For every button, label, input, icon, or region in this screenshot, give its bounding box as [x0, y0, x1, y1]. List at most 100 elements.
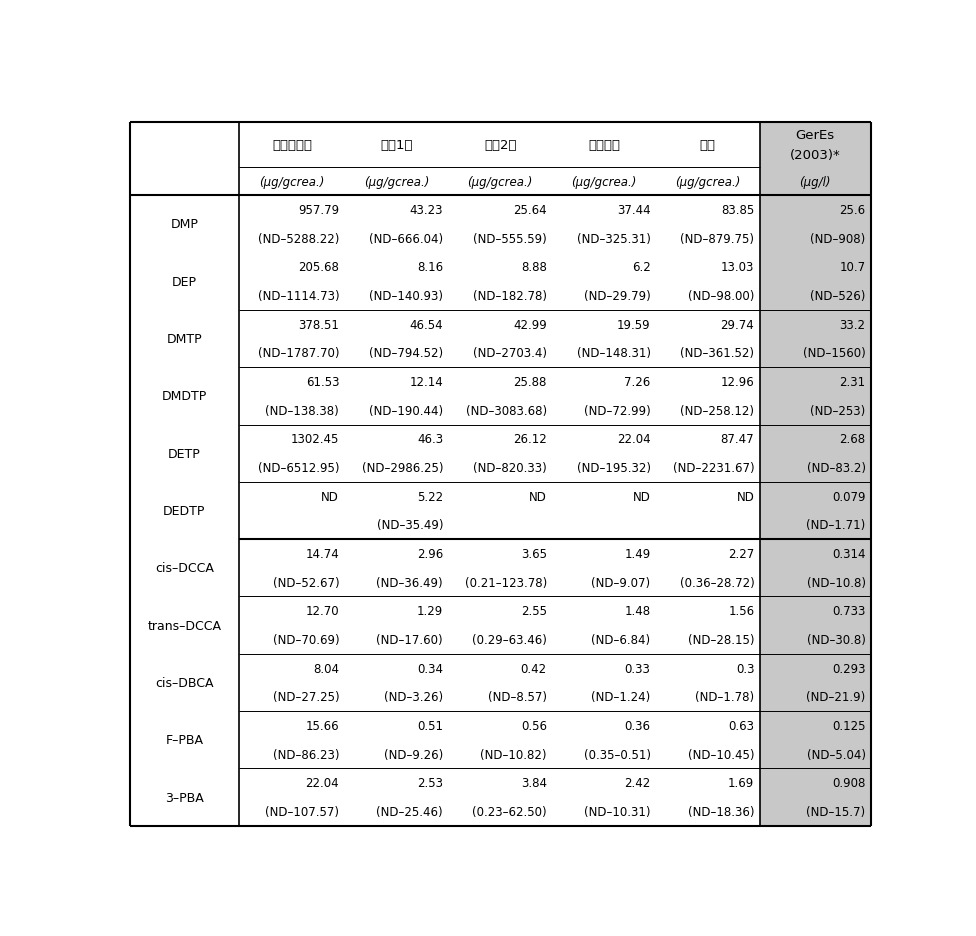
Bar — [130, 511, 239, 539]
Bar — [345, 197, 448, 225]
Text: DEP: DEP — [172, 275, 197, 288]
Bar — [448, 282, 552, 311]
Bar — [552, 539, 656, 568]
Text: 2.27: 2.27 — [728, 548, 754, 561]
Bar — [130, 654, 239, 682]
Bar — [345, 282, 448, 311]
Bar — [759, 254, 871, 282]
Bar — [552, 397, 656, 425]
Bar — [130, 425, 239, 454]
Text: (0.35–0.51): (0.35–0.51) — [584, 748, 651, 761]
Text: cis–DCCA: cis–DCCA — [155, 562, 214, 575]
Bar — [130, 482, 239, 511]
Bar — [239, 397, 345, 425]
Bar — [552, 654, 656, 682]
Bar — [656, 568, 759, 597]
Text: (ND–10.8): (ND–10.8) — [806, 576, 866, 589]
Text: (ND–15.7): (ND–15.7) — [806, 805, 866, 818]
Bar — [656, 740, 759, 768]
Bar — [239, 597, 345, 625]
Bar — [130, 282, 239, 311]
Text: 26.12: 26.12 — [513, 433, 547, 446]
Text: 25.64: 25.64 — [513, 204, 547, 217]
Bar — [448, 711, 552, 740]
Text: 1.48: 1.48 — [625, 605, 651, 618]
Bar — [656, 425, 759, 454]
Text: cis–DBCA: cis–DBCA — [155, 676, 214, 689]
Bar — [759, 682, 871, 711]
Bar — [759, 740, 871, 768]
Text: 7.26: 7.26 — [625, 375, 651, 388]
Text: (ND–21.9): (ND–21.9) — [806, 691, 866, 704]
Text: 22.04: 22.04 — [305, 776, 340, 789]
Bar — [448, 482, 552, 511]
Bar — [345, 597, 448, 625]
Bar — [656, 597, 759, 625]
Text: (μg/gcrea.): (μg/gcrea.) — [364, 175, 429, 188]
Text: (ND–98.00): (ND–98.00) — [688, 290, 754, 302]
Text: DMP: DMP — [171, 218, 198, 231]
Bar — [759, 797, 871, 826]
Text: 87.47: 87.47 — [720, 433, 754, 446]
Text: (ND–2703.4): (ND–2703.4) — [472, 347, 547, 360]
Text: (ND–28.15): (ND–28.15) — [688, 634, 754, 646]
Bar — [130, 768, 239, 797]
Text: DMDTP: DMDTP — [162, 390, 207, 403]
Bar — [656, 197, 759, 225]
Bar — [130, 368, 239, 397]
Bar — [448, 539, 552, 568]
Text: (ND–86.23): (ND–86.23) — [272, 748, 340, 761]
Text: 37.44: 37.44 — [617, 204, 651, 217]
Bar — [130, 568, 239, 597]
Bar — [448, 425, 552, 454]
Bar — [130, 682, 239, 711]
Text: (ND–2986.25): (ND–2986.25) — [361, 461, 443, 475]
Bar — [239, 682, 345, 711]
Bar — [239, 454, 345, 482]
Bar — [239, 254, 345, 282]
Bar — [448, 654, 552, 682]
Bar — [759, 654, 871, 682]
Text: 일밠2차: 일밠2차 — [484, 139, 516, 152]
Bar — [448, 511, 552, 539]
Bar — [448, 625, 552, 654]
Text: 13.03: 13.03 — [721, 261, 754, 274]
Text: 43.23: 43.23 — [410, 204, 443, 217]
Text: 46.54: 46.54 — [409, 318, 443, 331]
Bar — [656, 397, 759, 425]
Text: 2.55: 2.55 — [521, 605, 547, 618]
Bar — [345, 311, 448, 339]
Text: (ND–29.79): (ND–29.79) — [584, 290, 651, 302]
Text: (ND–30.8): (ND–30.8) — [807, 634, 866, 646]
Bar — [656, 711, 759, 740]
Bar — [759, 197, 871, 225]
Text: 0.34: 0.34 — [417, 662, 443, 675]
Bar — [130, 254, 239, 282]
Text: (μg/gcrea.): (μg/gcrea.) — [260, 175, 325, 188]
Text: (ND–140.93): (ND–140.93) — [369, 290, 443, 302]
Bar — [552, 168, 656, 197]
Bar — [345, 454, 448, 482]
Bar — [448, 768, 552, 797]
Bar — [448, 124, 552, 168]
Bar — [552, 425, 656, 454]
Bar — [759, 597, 871, 625]
Text: 1.56: 1.56 — [728, 605, 754, 618]
Bar — [239, 482, 345, 511]
Bar — [552, 311, 656, 339]
Text: 1.49: 1.49 — [625, 548, 651, 561]
Bar — [239, 625, 345, 654]
Text: (ND–1560): (ND–1560) — [803, 347, 866, 360]
Text: F–PBA: F–PBA — [165, 734, 203, 746]
Text: 2.68: 2.68 — [839, 433, 866, 446]
Bar — [130, 597, 239, 625]
Text: 8.04: 8.04 — [313, 662, 340, 675]
Bar — [130, 397, 239, 425]
Text: (ND–17.60): (ND–17.60) — [377, 634, 443, 646]
Bar — [656, 482, 759, 511]
Text: (ND–3083.68): (ND–3083.68) — [466, 404, 547, 417]
Bar — [552, 682, 656, 711]
Text: (μg/gcrea.): (μg/gcrea.) — [468, 175, 533, 188]
Bar — [130, 539, 239, 568]
Text: (ND–18.36): (ND–18.36) — [688, 805, 754, 818]
